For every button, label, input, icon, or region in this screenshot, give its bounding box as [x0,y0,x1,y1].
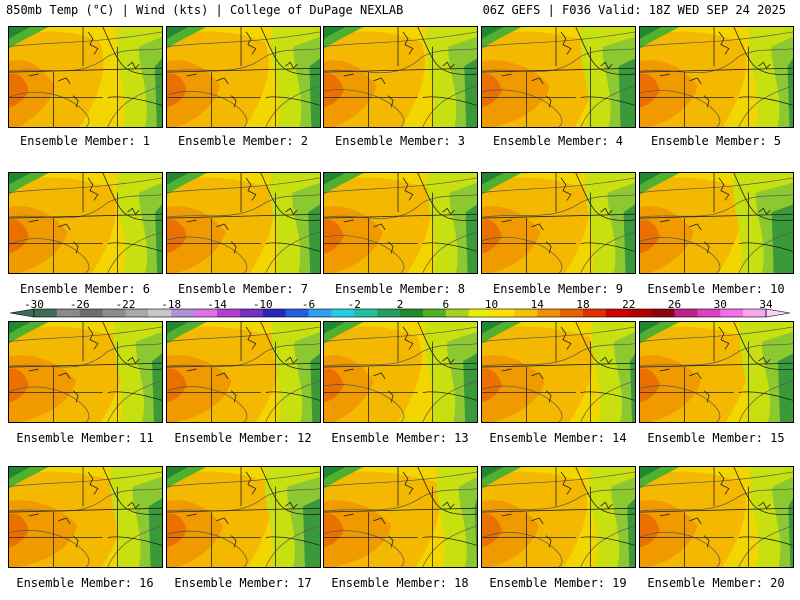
ensemble-member-label: Ensemble Member: 19 [489,576,627,590]
ensemble-map-panel [481,172,636,274]
colorbar-bin [194,309,218,317]
ensemble-member-label: Ensemble Member: 1 [19,134,151,148]
ensemble-member-label: Ensemble Member: 13 [331,431,469,445]
colorbar-bin [720,309,744,317]
colorbar-bin [239,309,264,317]
ensemble-map-panel [323,172,478,274]
ensemble-member-label: Ensemble Member: 17 [174,576,312,590]
colorbar-bin [628,309,652,317]
colorbar-tick-label: 2 [397,300,404,311]
colorbar-tick-label: -10 [253,300,273,311]
product-title: 850mb Temp (°C) | Wind (kts) | College o… [6,3,404,17]
colorbar-tick-label: -18 [161,300,181,311]
colorbar-tick-label: 14 [531,300,545,311]
colorbar-tick-label: -14 [207,300,227,311]
colorbar-tick-label: 34 [759,300,773,311]
ensemble-map-panel [639,466,794,568]
ensemble-member-label: Ensemble Member: 8 [334,282,466,296]
colorbar-tick-label: -26 [70,300,90,311]
colorbar-bin [697,309,721,317]
ensemble-member-label: Ensemble Member: 4 [492,134,624,148]
colorbar-bin [560,309,584,317]
colorbar-bin [743,309,767,317]
ensemble-map-panel [481,321,636,423]
colorbar-bin [377,309,401,317]
colorbar-tick-label: 18 [576,300,589,311]
ensemble-member-label: Ensemble Member: 14 [489,431,627,445]
ensemble-map-panel [481,466,636,568]
ensemble-member-label: Ensemble Member: 6 [19,282,151,296]
ensemble-member-label: Ensemble Member: 16 [16,576,154,590]
colorbar-tick-label: -30 [24,300,44,311]
ensemble-map-panel [639,172,794,274]
colorbar-tick-label: 22 [622,300,635,311]
colorbar-tick-label: -6 [302,300,315,311]
colorbar-bin [125,309,149,317]
colorbar-bin [468,309,492,317]
colorbar-bin [674,309,698,317]
colorbar-tick-label: 6 [442,300,449,311]
ensemble-map-panel [639,321,794,423]
ensemble-map-panel [8,172,163,274]
colorbar-bin [171,309,195,317]
colorbar-bin [56,309,81,317]
ensemble-member-label: Ensemble Member: 10 [647,282,785,296]
colorbar-bin [583,309,607,317]
ensemble-map-panel [8,26,163,128]
ensemble-map-panel [8,321,163,423]
colorbar-bin [102,309,126,317]
colorbar-bin [148,309,172,317]
ensemble-member-label: Ensemble Member: 11 [16,431,154,445]
colorbar-bin [491,309,515,317]
colorbar-tick-label: 10 [485,300,498,311]
ensemble-member-label: Ensemble Member: 3 [334,134,466,148]
ensemble-map-panel [481,26,636,128]
ensemble-member-label: Ensemble Member: 7 [177,282,309,296]
ensemble-map-panel [166,172,321,274]
ensemble-map-panel [166,26,321,128]
colorbar-bin [651,309,675,317]
ensemble-member-label: Ensemble Member: 5 [650,134,782,148]
colorbar-bin [537,309,561,317]
ensemble-member-label: Ensemble Member: 9 [492,282,624,296]
colorbar-bin [605,309,630,317]
colorbar-tick-label: -22 [116,300,136,311]
colorbar-bin [34,309,58,317]
ensemble-map-panel [323,466,478,568]
colorbar-bin [308,309,332,317]
colorbar-tick-label: -2 [348,300,361,311]
ensemble-member-label: Ensemble Member: 2 [177,134,309,148]
ensemble-member-label: Ensemble Member: 18 [331,576,469,590]
colorbar-tick-label: 26 [668,300,681,311]
colorbar-bin [262,309,286,317]
colorbar-bin [217,309,241,317]
ensemble-member-label: Ensemble Member: 20 [647,576,785,590]
run-valid-time: 06Z GEFS | F036 Valid: 18Z WED SEP 24 20… [482,3,786,17]
ensemble-member-label: Ensemble Member: 15 [647,431,785,445]
colorbar-bin [331,309,355,317]
ensemble-map-panel [323,26,478,128]
ensemble-map-panel [8,466,163,568]
ensemble-map-panel [166,466,321,568]
ensemble-map-panel [323,321,478,423]
colorbar-bin [400,309,424,317]
colorbar-tick-label: 30 [714,300,727,311]
colorbar-bin [422,309,447,317]
colorbar-bin [79,309,103,317]
ensemble-map-panel [639,26,794,128]
colorbar-bin [514,309,538,317]
ensemble-map-panel [166,321,321,423]
colorbar-bin [445,309,469,317]
temperature-colorbar: -30-26-22-18-14-10-6-2261014182226303438… [9,300,791,318]
colorbar-bin [354,309,378,317]
colorbar-bin [285,309,309,317]
ensemble-member-label: Ensemble Member: 12 [174,431,312,445]
